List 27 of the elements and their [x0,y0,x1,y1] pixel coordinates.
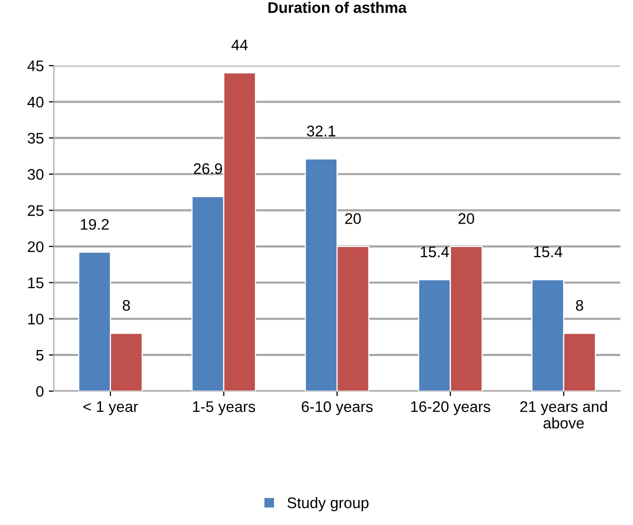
x-tick-label: 16-20 years [411,401,490,416]
y-tick-label: 0 [36,386,44,397]
data-label: 19.2 [80,218,109,230]
y-tick-label: 35 [28,132,44,144]
data-label: 26.9 [194,163,222,174]
y-tick-label: 40 [27,96,44,108]
y-tick-label: 30 [28,168,44,180]
y-tick-label: 10 [28,314,44,324]
y-tick-label: 45 [27,60,44,72]
x-tick-label: < 1 year [83,401,138,416]
legend-label: Study group [287,497,369,512]
y-tick-label: 20 [28,241,44,252]
chart-title: Duration of asthma [268,2,407,13]
x-tick-label: 1-5 years [193,401,256,416]
x-tick-label: 6-10 years [302,401,373,416]
data-label: 20 [458,213,474,224]
data-label: 8 [576,300,584,311]
data-label: 32.1 [306,126,336,136]
x-tick-label: 21 years and above [520,400,607,429]
data-label: 15.4 [534,246,562,258]
y-tick-label: 25 [28,205,44,216]
y-tick-label: 5 [36,350,44,361]
data-label: 15.4 [420,246,449,258]
y-tick-label: 15 [28,278,44,288]
data-label: 44 [231,40,248,50]
data-label: 8 [122,300,130,311]
data-label: 20 [345,213,361,224]
